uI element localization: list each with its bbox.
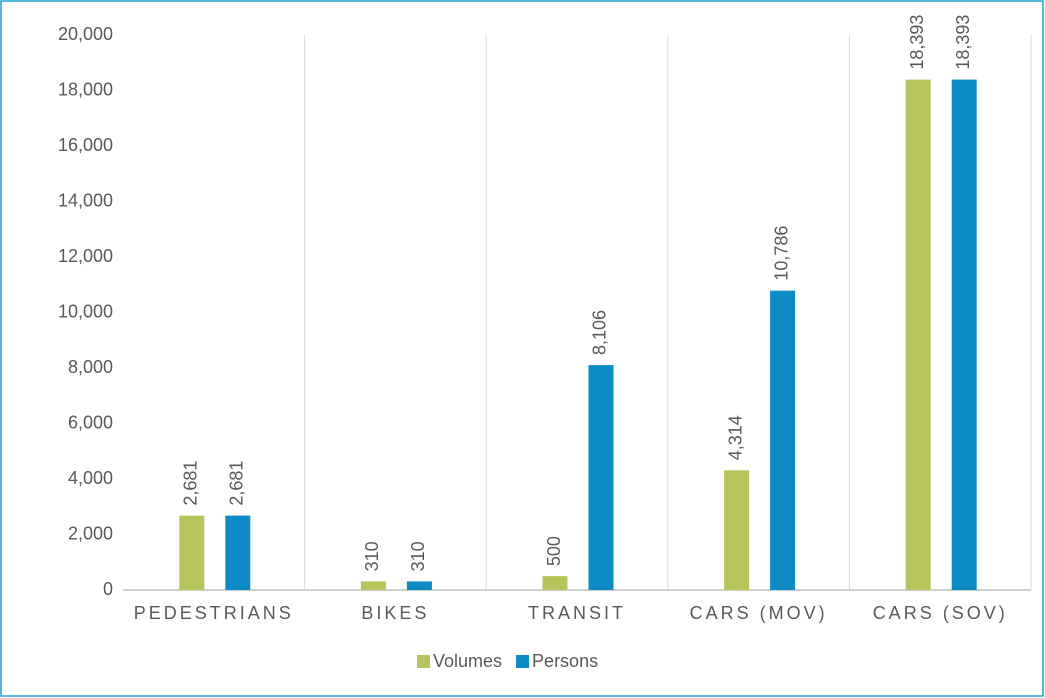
bar — [179, 515, 205, 590]
y-tick-label: 4,000 — [68, 468, 113, 488]
y-tick-label: 20,000 — [58, 24, 113, 44]
value-label: 310 — [408, 541, 428, 571]
value-label: 8,106 — [590, 310, 610, 355]
x-tick-label: BIKES — [361, 603, 429, 623]
value-label: 2,681 — [227, 461, 247, 506]
bar — [360, 581, 386, 590]
value-label: 4,314 — [725, 415, 745, 460]
y-tick-label: 16,000 — [58, 135, 113, 155]
value-label: 310 — [362, 541, 382, 571]
bar — [225, 515, 251, 590]
bar — [951, 79, 977, 591]
value-label: 2,681 — [181, 461, 201, 506]
x-tick-label: CARS (MOV) — [690, 603, 828, 623]
y-tick-label: 12,000 — [58, 246, 113, 266]
bar — [770, 290, 796, 590]
x-tick-label: TRANSIT — [528, 603, 626, 623]
y-tick-label: 14,000 — [58, 190, 113, 210]
x-tick-label: PEDESTRIANS — [134, 603, 294, 623]
legend-swatch — [516, 655, 530, 668]
x-tick-label: CARS (SOV) — [873, 603, 1008, 623]
value-label: 18,393 — [907, 15, 927, 70]
bar — [724, 470, 750, 590]
bar — [406, 581, 432, 590]
y-tick-label: 10,000 — [58, 301, 113, 321]
bar — [905, 79, 931, 591]
y-tick-label: 18,000 — [58, 79, 113, 99]
y-tick-label: 2,000 — [68, 523, 113, 543]
legend-swatch — [417, 655, 430, 668]
legend-label: Persons — [532, 651, 598, 671]
legend-label: Volumes — [433, 651, 502, 671]
bar — [542, 576, 568, 590]
value-label: 10,786 — [771, 226, 791, 281]
value-label: 500 — [544, 536, 564, 566]
value-label: 18,393 — [953, 15, 973, 70]
y-tick-label: 6,000 — [68, 412, 113, 432]
bar — [588, 365, 614, 590]
y-tick-label: 8,000 — [68, 357, 113, 377]
y-tick-label: 0 — [103, 579, 113, 599]
